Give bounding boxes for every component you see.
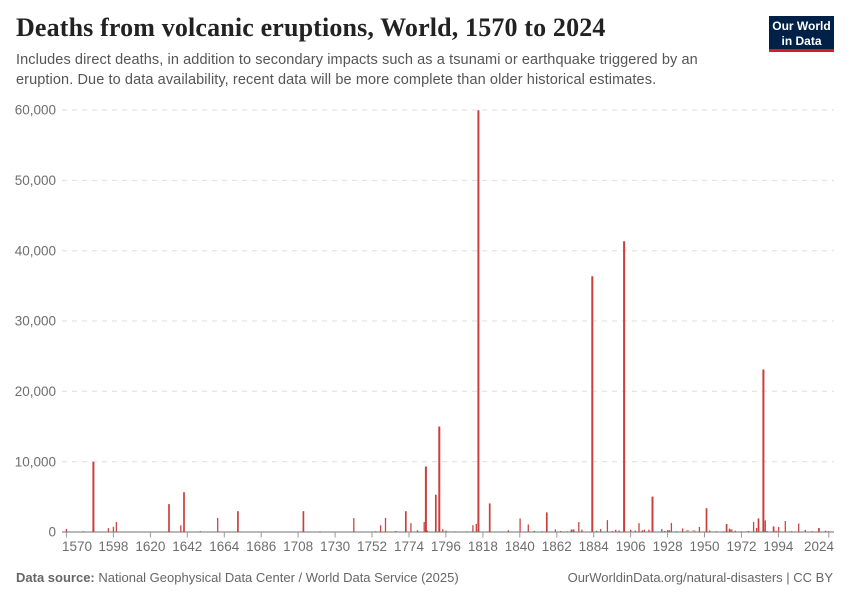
svg-text:2024: 2024 xyxy=(804,539,835,554)
svg-text:1884: 1884 xyxy=(579,539,610,554)
svg-text:1570: 1570 xyxy=(62,539,92,554)
svg-text:1664: 1664 xyxy=(209,539,240,554)
svg-text:1686: 1686 xyxy=(246,539,276,554)
svg-text:60,000: 60,000 xyxy=(15,103,56,118)
svg-text:1862: 1862 xyxy=(542,539,572,554)
svg-text:1642: 1642 xyxy=(172,539,202,554)
svg-text:1818: 1818 xyxy=(468,539,498,554)
svg-text:1906: 1906 xyxy=(616,539,646,554)
svg-text:1994: 1994 xyxy=(763,539,794,554)
svg-text:30,000: 30,000 xyxy=(15,314,56,329)
svg-text:1972: 1972 xyxy=(726,539,756,554)
svg-text:1774: 1774 xyxy=(394,539,425,554)
svg-text:10,000: 10,000 xyxy=(15,454,56,469)
svg-text:1620: 1620 xyxy=(135,539,165,554)
svg-text:20,000: 20,000 xyxy=(15,384,56,399)
svg-text:1840: 1840 xyxy=(505,539,535,554)
svg-text:40,000: 40,000 xyxy=(15,243,56,258)
svg-text:1598: 1598 xyxy=(98,539,128,554)
svg-text:1752: 1752 xyxy=(357,539,387,554)
svg-text:1928: 1928 xyxy=(653,539,683,554)
svg-text:1950: 1950 xyxy=(689,539,719,554)
svg-text:1730: 1730 xyxy=(320,539,350,554)
svg-text:0: 0 xyxy=(48,525,56,540)
svg-text:50,000: 50,000 xyxy=(15,173,56,188)
svg-text:1796: 1796 xyxy=(431,539,461,554)
svg-text:1708: 1708 xyxy=(283,539,313,554)
